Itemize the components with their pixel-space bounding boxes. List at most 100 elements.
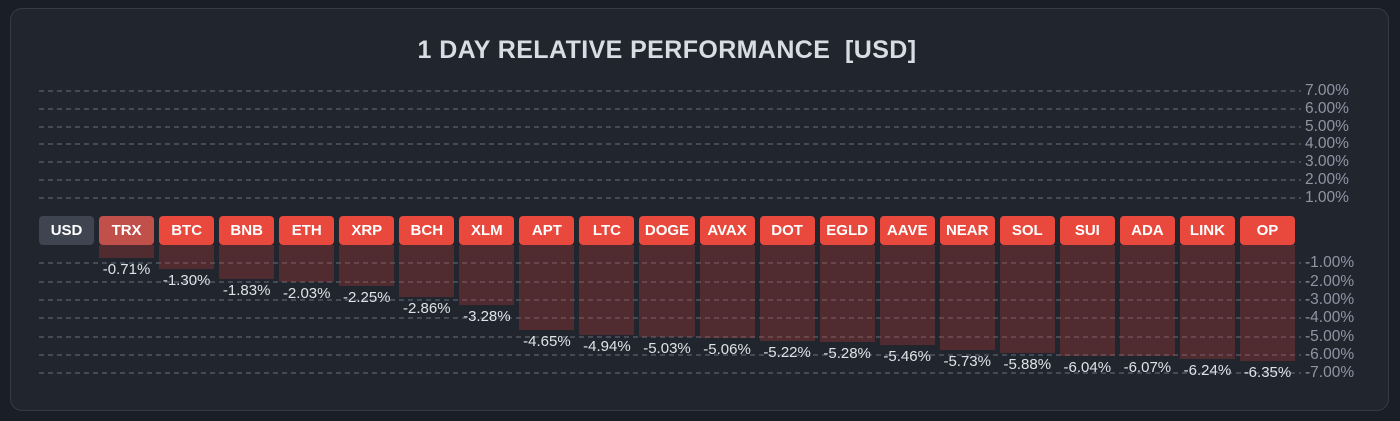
gridline	[39, 161, 1301, 164]
value-label-bch: -2.86%	[403, 300, 451, 318]
ticker-column-dot: DOT -5.22%	[759, 216, 815, 381]
ticker-column-ada: ADA -6.07%	[1119, 216, 1175, 381]
performance-bar-xlm	[459, 245, 515, 305]
ticker-chip-sui[interactable]: SUI	[1059, 216, 1115, 245]
ticker-chip-op[interactable]: OP	[1239, 216, 1295, 245]
performance-bar-xrp	[339, 245, 395, 287]
axis-tick-label: -4.00%	[1305, 309, 1355, 327]
value-label-bnb: -1.83%	[222, 281, 271, 299]
performance-bar-apt	[519, 245, 575, 331]
ticker-chip-dot[interactable]: DOT	[759, 216, 815, 245]
value-label-xlm: -3.28%	[463, 308, 511, 325]
axis-tick-label: 7.00%	[1305, 81, 1349, 99]
gridline	[39, 298, 1301, 301]
ticker-chip-link[interactable]: LINK	[1179, 216, 1235, 245]
ticker-chip-usd[interactable]: USD	[39, 216, 95, 245]
ticker-column-sui: SUI -6.04%	[1059, 216, 1115, 381]
value-label-sol: -5.88%	[1003, 355, 1052, 373]
ticker-chip-avax[interactable]: AVAX	[699, 216, 755, 245]
value-label-avax: -5.06%	[703, 340, 751, 358]
performance-bar-bnb	[219, 245, 275, 279]
ticker-chip-sol[interactable]: SOL	[999, 216, 1055, 245]
gridline	[39, 317, 1301, 320]
ticker-column-op: OP -6.35%	[1239, 216, 1295, 382]
performance-card: 1 DAY RELATIVE PERFORMANCE [USD] 7.00% 6.…	[10, 8, 1389, 411]
ticker-column-ltc: LTC -4.94%	[579, 216, 635, 381]
gridline	[39, 197, 1301, 200]
axis-tick-label: 2.00%	[1305, 171, 1349, 189]
value-label-ada: -6.07%	[1123, 359, 1172, 377]
axis-tick-label: -1.00%	[1305, 254, 1355, 272]
ticker-column-xrp: XRP -2.25%	[339, 216, 395, 381]
ticker-chip-eth[interactable]: ETH	[279, 216, 335, 245]
axis-tick-label: 4.00%	[1305, 135, 1349, 153]
value-label-egld: -5.28%	[823, 344, 871, 362]
performance-bar-trx	[99, 245, 155, 258]
value-label-ltc: -4.94%	[583, 338, 631, 356]
value-label-link: -6.24%	[1183, 362, 1232, 380]
ticker-chip-bnb[interactable]: BNB	[219, 216, 275, 245]
performance-bar-op	[1239, 245, 1295, 362]
ticker-chip-ltc[interactable]: LTC	[579, 216, 635, 245]
performance-bar-ltc	[579, 245, 635, 336]
gridline	[39, 107, 1301, 110]
ticker-chip-near[interactable]: NEAR	[939, 216, 995, 245]
gridline	[39, 353, 1301, 356]
performance-bar-egld	[819, 245, 875, 342]
performance-bar-dot	[759, 245, 815, 341]
axis-tick-label: 1.00%	[1305, 189, 1349, 207]
axis-tick-label: -2.00%	[1305, 272, 1355, 290]
ticker-chip-ada[interactable]: ADA	[1119, 216, 1175, 245]
performance-bar-near	[939, 245, 995, 350]
ticker-column-aave: AAVE -5.46%	[879, 216, 935, 381]
ticker-chip-trx[interactable]: TRX	[99, 216, 155, 245]
ticker-columns: USD TRX -0.71% BTC -1.30% BNB -1.83% ETH -2.03% X…	[39, 216, 1295, 381]
ticker-column-xlm: XLM -3.28%	[459, 216, 515, 381]
performance-bar-avax	[699, 245, 755, 338]
ticker-column-btc: BTC -1.30%	[159, 216, 215, 381]
ticker-column-sol: SOL -5.88%	[999, 216, 1055, 381]
ticker-column-eth: ETH -2.03%	[279, 216, 335, 381]
value-label-aave: -5.46%	[883, 347, 931, 365]
ticker-column-link: LINK -6.24%	[1179, 216, 1235, 381]
performance-bar-btc	[159, 245, 215, 269]
value-label-doge: -5.03%	[643, 340, 691, 357]
ticker-chip-egld[interactable]: EGLD	[819, 216, 875, 245]
gridline	[39, 262, 1301, 265]
ticker-chip-btc[interactable]: BTC	[159, 216, 215, 245]
performance-bar-sui	[1059, 245, 1115, 356]
value-label-xrp: -2.25%	[342, 289, 391, 307]
gridline	[39, 125, 1301, 128]
value-label-trx: -0.71%	[102, 261, 151, 278]
value-label-sui: -6.04%	[1063, 358, 1112, 376]
gridline	[39, 143, 1301, 146]
performance-bar-sol	[999, 245, 1055, 353]
ticker-column-bnb: BNB -1.83%	[219, 216, 275, 381]
performance-bar-ada	[1119, 245, 1175, 357]
value-label-eth: -2.03%	[282, 285, 331, 303]
ticker-chip-aave[interactable]: AAVE	[879, 216, 935, 245]
ticker-column-doge: DOGE -5.03%	[639, 216, 695, 381]
value-label-op: -6.35%	[1243, 364, 1292, 382]
ticker-chip-bch[interactable]: BCH	[399, 216, 455, 245]
ticker-column-avax: AVAX -5.06%	[699, 216, 755, 381]
ticker-column-near: NEAR -5.73%	[939, 216, 995, 381]
performance-bar-eth	[279, 245, 335, 283]
ticker-column-egld: EGLD -5.28%	[819, 216, 875, 381]
gridline	[39, 280, 1301, 283]
axis-tick-label: 3.00%	[1305, 153, 1349, 171]
axis-tick-label: 6.00%	[1305, 99, 1349, 117]
performance-bar-bch	[399, 245, 455, 298]
ticker-column-usd: USD	[39, 216, 95, 381]
performance-bar-doge	[639, 245, 695, 337]
ticker-column-trx: TRX -0.71%	[99, 216, 155, 381]
axis-tick-label: -7.00%	[1305, 364, 1355, 382]
ticker-chip-apt[interactable]: APT	[519, 216, 575, 245]
ticker-chip-doge[interactable]: DOGE	[639, 216, 695, 245]
ticker-chip-xrp[interactable]: XRP	[339, 216, 395, 245]
ticker-chip-xlm[interactable]: XLM	[459, 216, 515, 245]
axis-tick-label: -3.00%	[1305, 290, 1355, 308]
chart-title: 1 DAY RELATIVE PERFORMANCE [USD]	[417, 36, 917, 64]
value-label-near: -5.73%	[943, 352, 991, 370]
